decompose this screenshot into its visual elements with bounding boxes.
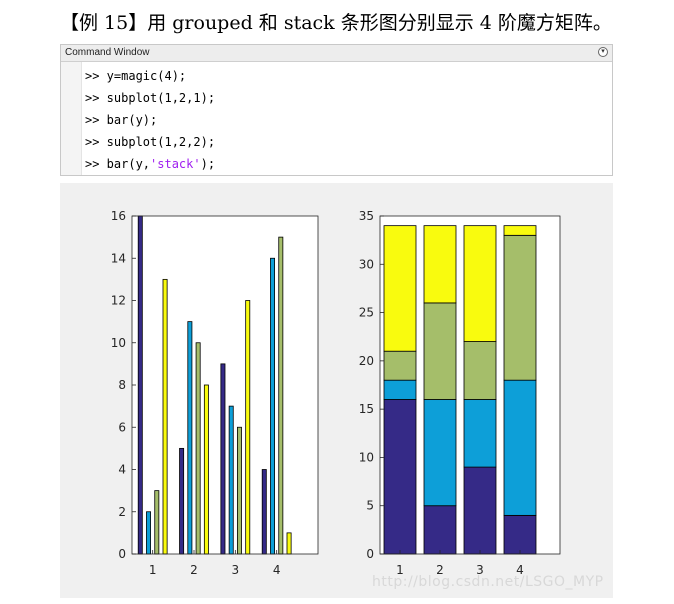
bar-segment: [463, 225, 497, 342]
y-tick-label: 0: [118, 547, 126, 561]
bar-segment: [503, 379, 537, 516]
x-tick-label: 2: [436, 563, 444, 577]
bar: [236, 426, 242, 555]
bar: [154, 490, 160, 555]
command-prompt: >>: [85, 113, 100, 127]
bar-segment: [383, 379, 417, 400]
command-window[interactable]: Command Window ▾ >> y=magic(4); >> subpl…: [60, 44, 613, 176]
command-prompt: >>: [85, 69, 100, 83]
bar-segment: [383, 399, 417, 555]
command-string-literal: 'stack': [150, 157, 201, 171]
x-tick-label: 4: [273, 563, 281, 577]
x-tick-label: 3: [232, 563, 240, 577]
bar-segment: [503, 234, 537, 381]
y-tick-label: 25: [359, 306, 374, 320]
bar-segment: [463, 399, 497, 468]
command-line: >> y=magic(4);: [85, 65, 215, 87]
bar: [278, 236, 284, 555]
y-tick-label: 10: [359, 450, 374, 464]
command-prompt: >>: [85, 157, 100, 171]
y-tick-label: 14: [111, 251, 126, 265]
watermark: http://blog.csdn.net/LSGO_MYP: [372, 574, 604, 590]
axes-frame: [379, 215, 561, 555]
y-tick-label: 0: [366, 547, 374, 561]
bar-segment: [463, 341, 497, 400]
y-tick-label: 8: [118, 378, 126, 392]
bar: [261, 469, 267, 555]
bar: [203, 384, 209, 555]
command-line: >> bar(y);: [85, 109, 215, 131]
command-code: bar(y);: [99, 113, 158, 127]
y-tick-label: 30: [359, 257, 374, 271]
command-code-tail: );: [200, 157, 216, 171]
x-tick-label: 1: [396, 563, 404, 577]
bar-segment: [463, 466, 497, 555]
stacked-bar-chart: 0 5 10 15 20 25 30 35 1 2 3 4: [359, 209, 561, 577]
bar: [137, 215, 143, 555]
x-tick-label: 2: [190, 563, 198, 577]
y-tick-label: 10: [111, 336, 126, 350]
bar-segment: [423, 225, 457, 304]
command-window-title: Command Window: [65, 47, 150, 58]
bar: [146, 511, 152, 555]
bar: [228, 405, 234, 555]
y-tick-label: 35: [359, 209, 374, 223]
command-line: >> subplot(1,2,1);: [85, 87, 215, 109]
bar: [286, 532, 292, 555]
bar-segment: [423, 505, 457, 555]
page-title: 【例 15】用 grouped 和 stack 条形图分别显示 4 阶魔方矩阵。: [60, 12, 612, 34]
command-window-gutter: [61, 62, 82, 175]
bar-segment: [503, 225, 537, 236]
y-tick-label: 5: [366, 499, 374, 513]
bar-segment: [423, 399, 457, 507]
bar: [187, 321, 193, 555]
x-tick-label: 1: [149, 563, 157, 577]
command-line: >> bar(y,'stack');: [85, 153, 215, 175]
command-line: >> subplot(1,2,2);: [85, 131, 215, 153]
y-tick-label: 12: [111, 294, 126, 308]
x-tick-label: 3: [476, 563, 484, 577]
bar: [270, 257, 275, 555]
x-tick-label: 4: [516, 563, 524, 577]
figure-window: 0 2 4 6 8 10 12 14 16 1 2 3 4 0 5 10 15 20 25 30 35 1 2 3 4: [60, 183, 613, 598]
bar: [220, 363, 226, 555]
command-prompt: >>: [85, 91, 100, 105]
command-code: subplot(1,2,2);: [99, 135, 216, 149]
command-code: bar(y,: [99, 157, 151, 171]
command-code: y=magic(4);: [99, 69, 187, 83]
command-window-header: Command Window ▾: [61, 45, 612, 62]
y-tick-label: 6: [118, 420, 126, 434]
bar-segment: [503, 514, 537, 555]
bar-segment: [383, 350, 417, 381]
bar: [179, 447, 185, 555]
bar-segment: [383, 225, 417, 352]
chevron-down-icon[interactable]: ▾: [598, 47, 608, 57]
y-tick-label: 15: [359, 402, 374, 416]
y-tick-label: 16: [111, 209, 126, 223]
bar: [245, 300, 251, 555]
bar-segment: [423, 302, 457, 400]
command-code: subplot(1,2,1);: [99, 91, 216, 105]
bar: [195, 342, 201, 555]
y-tick-label: 4: [118, 463, 126, 477]
y-tick-label: 20: [359, 354, 374, 368]
bar: [162, 278, 168, 555]
command-window-body[interactable]: >> y=magic(4); >> subplot(1,2,1); >> bar…: [85, 65, 215, 175]
command-prompt: >>: [85, 135, 100, 149]
y-tick-label: 2: [118, 505, 126, 519]
